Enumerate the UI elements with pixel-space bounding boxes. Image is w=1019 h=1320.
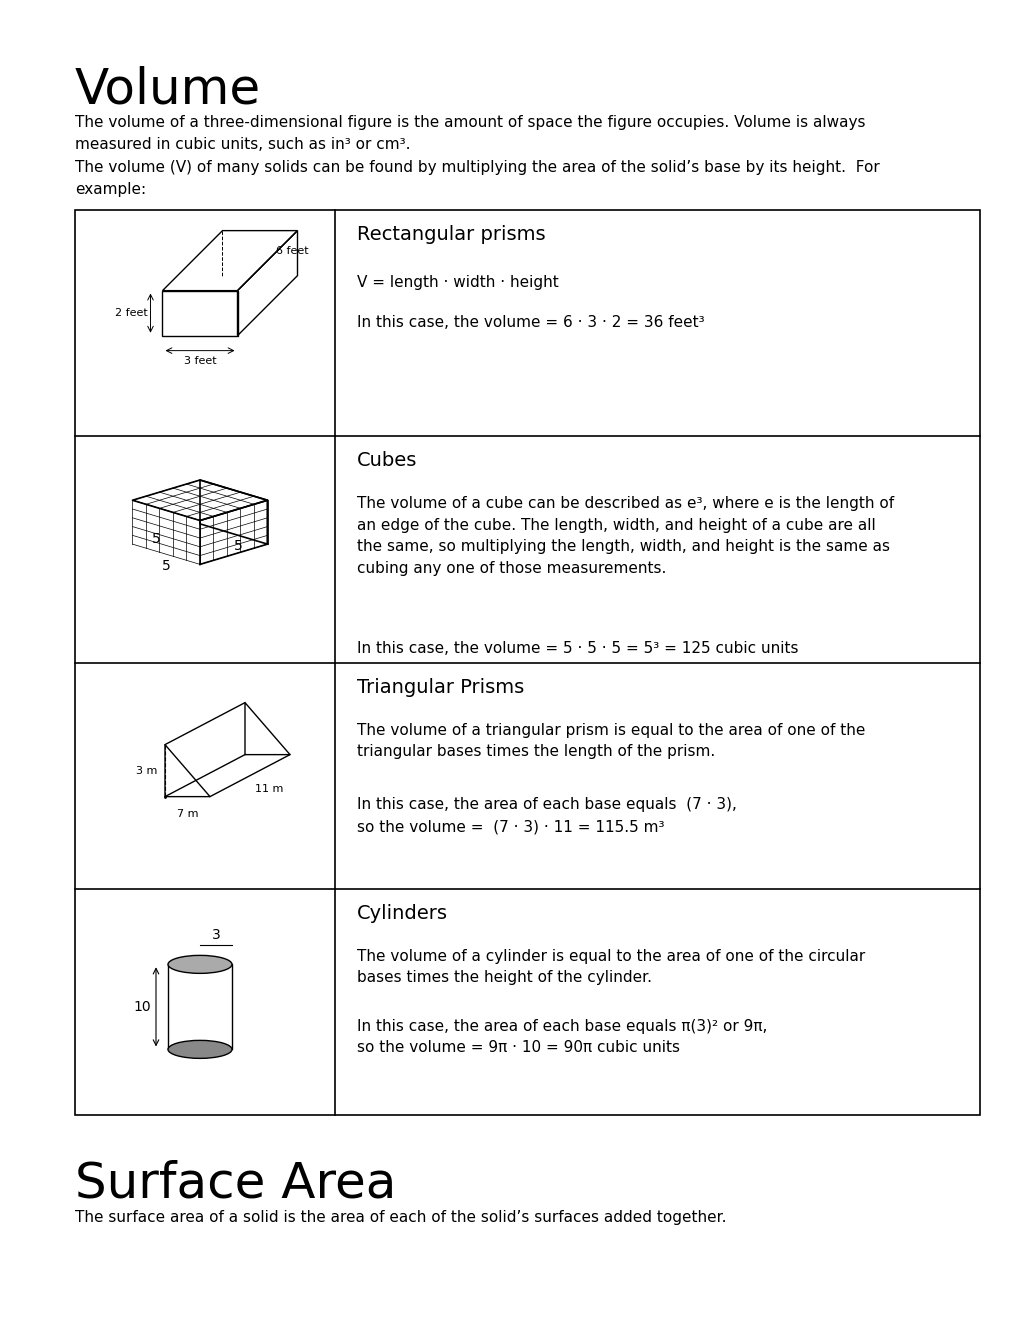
Text: 7 m: 7 m	[176, 809, 198, 818]
Ellipse shape	[168, 1040, 231, 1059]
Text: Volume: Volume	[75, 65, 261, 114]
Text: The volume of a cylinder is equal to the area of one of the circular
bases times: The volume of a cylinder is equal to the…	[357, 949, 864, 985]
Text: 3 feet: 3 feet	[183, 355, 216, 366]
Text: V = length · width · height: V = length · width · height	[357, 275, 558, 290]
Text: 3: 3	[211, 928, 220, 942]
Text: Cylinders: Cylinders	[357, 904, 447, 923]
Text: The volume of a cube can be described as e³, where e is the length of
an edge of: The volume of a cube can be described as…	[357, 496, 894, 576]
Text: 2 feet: 2 feet	[115, 308, 148, 318]
Text: 11 m: 11 m	[255, 784, 283, 793]
Text: 5: 5	[162, 560, 170, 573]
Text: In this case, the volume = 6 · 3 · 2 = 36 feet³: In this case, the volume = 6 · 3 · 2 = 3…	[357, 315, 704, 330]
Text: Rectangular prisms: Rectangular prisms	[357, 224, 545, 244]
Text: The surface area of a solid is the area of each of the solid’s surfaces added to: The surface area of a solid is the area …	[75, 1210, 726, 1225]
Text: In this case, the area of each base equals π(3)² or 9π,
so the volume = 9π · 10 : In this case, the area of each base equa…	[357, 1019, 766, 1056]
Text: Cubes: Cubes	[357, 451, 417, 470]
Text: In this case, the area of each base equals  (7 · 3),
so the volume =  (7 · 3) · : In this case, the area of each base equa…	[357, 797, 736, 834]
Ellipse shape	[168, 956, 231, 973]
Text: Triangular Prisms: Triangular Prisms	[357, 677, 524, 697]
Text: 5: 5	[234, 539, 243, 553]
Text: The volume of a three-dimensional figure is the amount of space the figure occup: The volume of a three-dimensional figure…	[75, 115, 865, 152]
Text: 10: 10	[133, 999, 151, 1014]
Text: 3 m: 3 m	[136, 766, 157, 776]
Text: Surface Area: Surface Area	[75, 1160, 396, 1208]
Text: In this case, the volume = 5 · 5 · 5 = 5³ = 125 cubic units: In this case, the volume = 5 · 5 · 5 = 5…	[357, 642, 798, 656]
Text: 5: 5	[152, 532, 161, 545]
Text: The volume (V) of many solids can be found by multiplying the area of the solid’: The volume (V) of many solids can be fou…	[75, 160, 879, 197]
Text: The volume of a triangular prism is equal to the area of one of the
triangular b: The volume of a triangular prism is equa…	[357, 722, 864, 759]
Text: 6 feet: 6 feet	[275, 246, 308, 256]
